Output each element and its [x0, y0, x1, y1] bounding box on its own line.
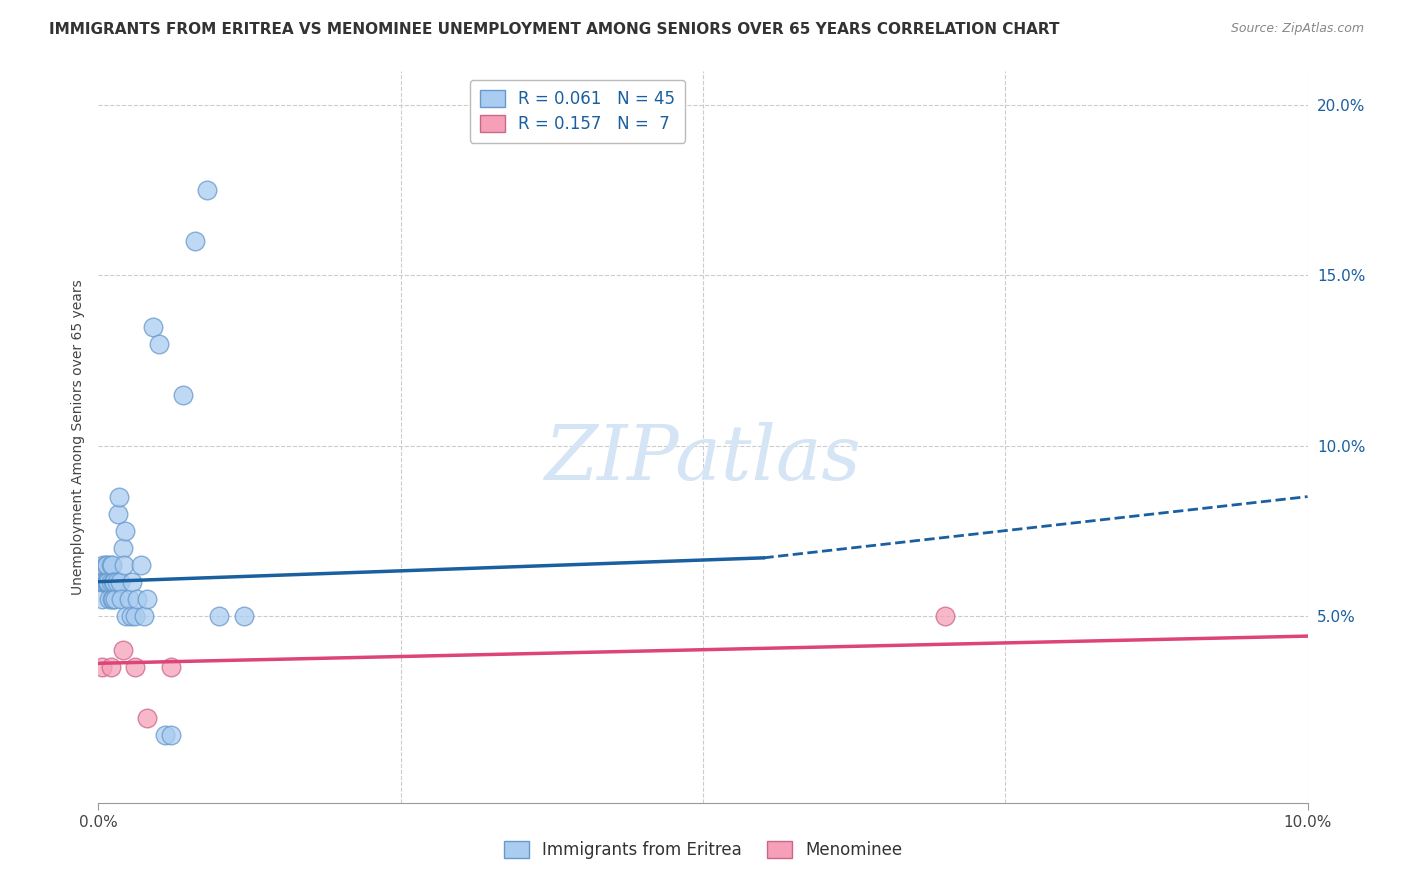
- Point: [100, 558, 122, 572]
- Point: [94, 558, 117, 572]
- Text: ZIPatlas: ZIPatlas: [544, 422, 862, 496]
- Point: [91, 659, 114, 673]
- Point: [172, 387, 194, 401]
- Point: [91, 558, 114, 572]
- Point: [108, 574, 131, 589]
- Point: [100, 659, 122, 673]
- Point: [91, 574, 114, 589]
- Point: [160, 728, 183, 742]
- Point: [135, 591, 157, 606]
- Point: [118, 591, 141, 606]
- Point: [127, 591, 149, 606]
- Point: [111, 541, 134, 555]
- Point: [129, 558, 152, 572]
- Point: [124, 659, 146, 673]
- Point: [195, 183, 218, 197]
- Point: [104, 591, 127, 606]
- Point: [94, 574, 117, 589]
- Point: [142, 319, 165, 334]
- Point: [108, 490, 131, 504]
- Point: [115, 608, 138, 623]
- Point: [101, 574, 124, 589]
- Point: [232, 608, 254, 623]
- Point: [103, 574, 125, 589]
- Point: [90, 574, 112, 589]
- Point: [96, 558, 118, 572]
- Point: [100, 574, 122, 589]
- Point: [111, 642, 134, 657]
- Point: [114, 524, 136, 538]
- Point: [91, 591, 114, 606]
- Point: [101, 591, 124, 606]
- Point: [100, 591, 122, 606]
- Point: [148, 336, 170, 351]
- Point: [98, 591, 121, 606]
- Point: [208, 608, 231, 623]
- Point: [96, 574, 118, 589]
- Point: [184, 235, 207, 249]
- Text: IMMIGRANTS FROM ERITREA VS MENOMINEE UNEMPLOYMENT AMONG SENIORS OVER 65 YEARS CO: IMMIGRANTS FROM ERITREA VS MENOMINEE UNE…: [49, 22, 1060, 37]
- Point: [153, 728, 176, 742]
- Point: [120, 608, 142, 623]
- Point: [160, 659, 183, 673]
- Point: [107, 507, 129, 521]
- Point: [105, 574, 128, 589]
- Text: Source: ZipAtlas.com: Source: ZipAtlas.com: [1230, 22, 1364, 36]
- Point: [134, 608, 156, 623]
- Point: [100, 558, 122, 572]
- Point: [121, 574, 143, 589]
- Y-axis label: Unemployment Among Seniors over 65 years: Unemployment Among Seniors over 65 years: [70, 279, 84, 595]
- Point: [112, 558, 135, 572]
- Legend: Immigrants from Eritrea, Menominee: Immigrants from Eritrea, Menominee: [495, 833, 911, 868]
- Point: [124, 608, 146, 623]
- Point: [93, 574, 115, 589]
- Point: [110, 591, 132, 606]
- Point: [934, 608, 956, 623]
- Point: [97, 574, 120, 589]
- Point: [135, 711, 157, 725]
